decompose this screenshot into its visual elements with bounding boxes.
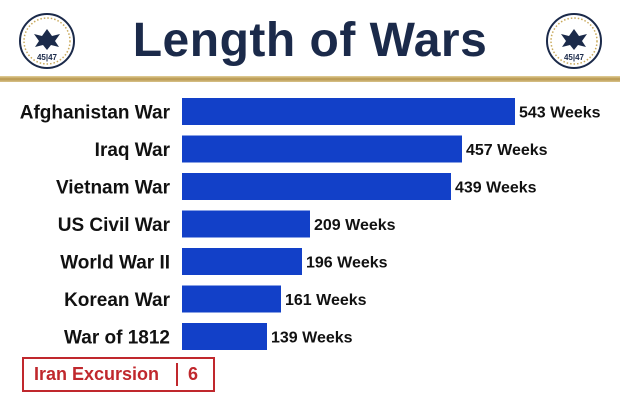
category-label: Korean War — [64, 290, 171, 311]
value-label: 139 Weeks — [271, 330, 353, 347]
bar — [182, 173, 451, 200]
bar — [182, 248, 302, 275]
bar-chart: Afghanistan War 543 Weeks Iraq War 457 Week… — [20, 98, 601, 350]
bar — [182, 285, 281, 313]
seal-right-text: 45|47 — [564, 53, 585, 62]
gold-divider — [0, 76, 620, 82]
category-label: Iraq War — [95, 140, 171, 161]
value-label: 209 Weeks — [314, 217, 396, 234]
page-title: Length of Wars — [132, 14, 488, 67]
value-label: 457 Weeks — [466, 142, 548, 159]
presidential-seal-left: 45|47 — [19, 13, 75, 69]
category-label: War of 1812 — [64, 328, 170, 349]
bar — [182, 323, 267, 350]
category-label: World War II — [60, 253, 170, 274]
value-label: 196 Weeks — [306, 255, 388, 272]
bar — [182, 135, 462, 163]
bar — [182, 98, 515, 125]
category-label: US Civil War — [58, 215, 171, 236]
category-label: Vietnam War — [56, 178, 171, 199]
callout-label: Iran Excursion — [34, 364, 160, 384]
value-label: 439 Weeks — [455, 180, 537, 197]
callout-divider — [176, 363, 178, 386]
value-label: 161 Weeks — [285, 292, 367, 309]
iran-excursion-callout: Iran Excursion 6 — [22, 357, 215, 392]
value-label: 543 Weeks — [519, 105, 601, 122]
category-label: Afghanistan War — [20, 103, 171, 124]
presidential-seal-right: 45|47 — [546, 13, 602, 69]
seal-left-text: 45|47 — [37, 53, 58, 62]
bar — [182, 210, 310, 238]
callout-value: 6 — [188, 364, 199, 384]
